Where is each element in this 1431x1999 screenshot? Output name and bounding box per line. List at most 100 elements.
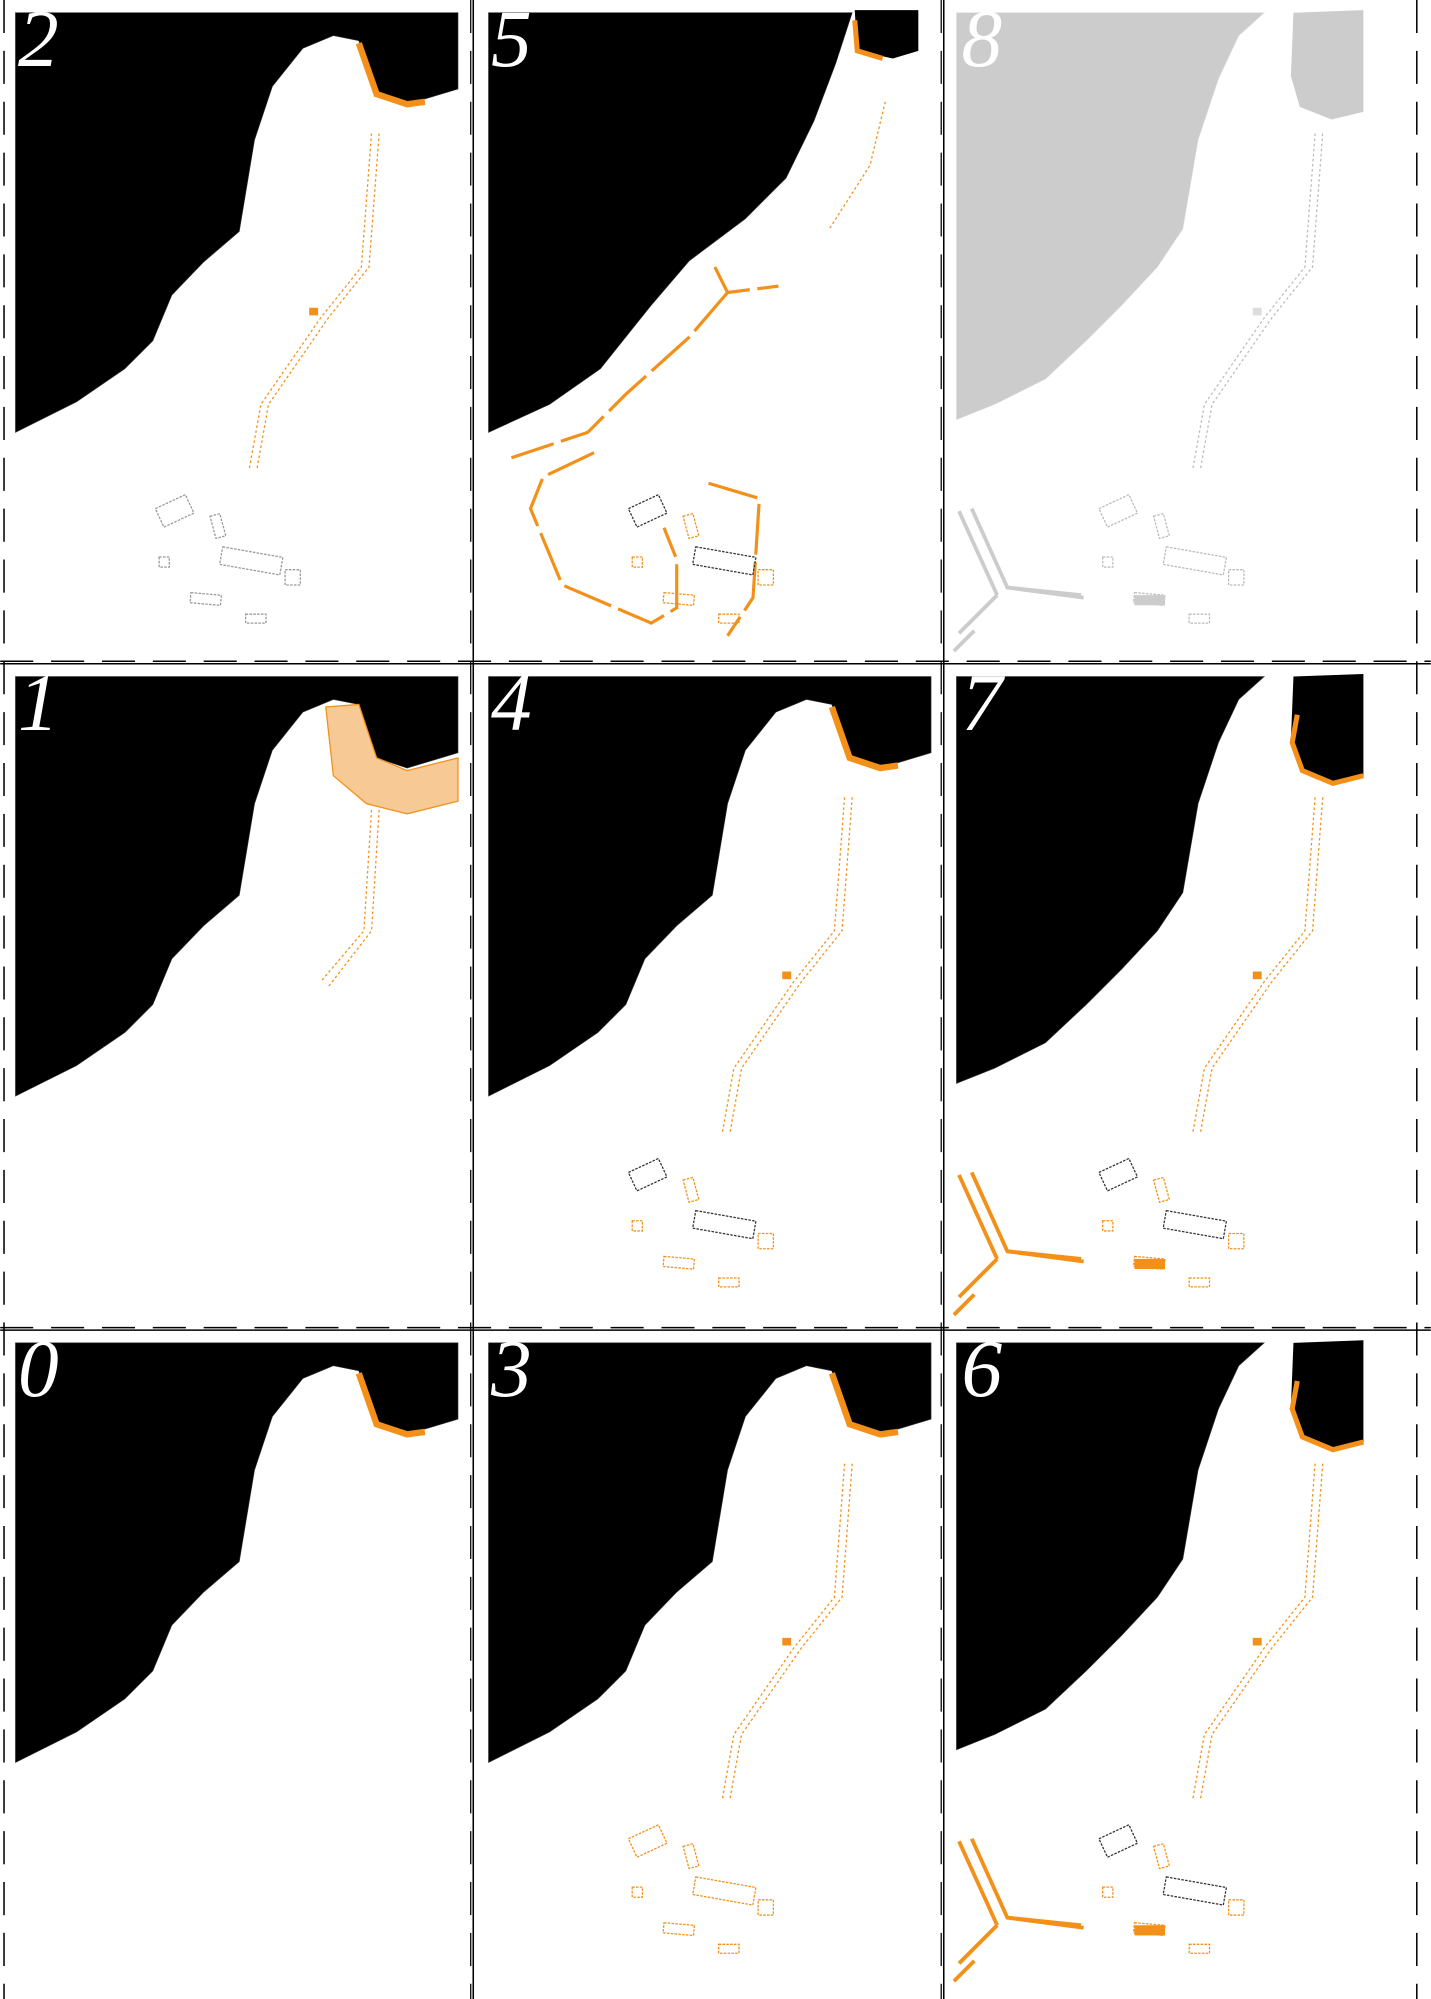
structure (1252, 1637, 1262, 1646)
access-road (957, 510, 999, 596)
building (691, 546, 757, 576)
building (1152, 512, 1171, 540)
building (682, 512, 700, 540)
cliff (956, 1342, 1266, 1751)
cliff-tip (1290, 10, 1364, 120)
building (631, 556, 644, 568)
cliff (488, 676, 932, 1097)
cliff (488, 12, 853, 433)
panel: 2 (15, 0, 459, 624)
panel-number: 2 (18, 0, 59, 84)
shore-edge (828, 705, 899, 772)
building (757, 569, 774, 586)
road (729, 1463, 853, 1799)
building (682, 1842, 700, 1870)
building (1227, 569, 1245, 586)
panel-number: 3 (490, 1323, 532, 1414)
access-road (969, 507, 1084, 600)
panel: 6 (952, 1323, 1365, 1983)
road (1200, 797, 1324, 1132)
building (218, 546, 284, 576)
building (1162, 546, 1228, 576)
panel: 0 (15, 1323, 459, 1763)
panel: 3 (488, 1323, 932, 1954)
panel-number: 1 (18, 657, 59, 748)
building (662, 591, 696, 607)
access-road (952, 629, 976, 653)
access-road (952, 1293, 976, 1317)
cliff (956, 676, 1266, 1084)
access-road (1007, 1915, 1082, 1928)
shore-edge (1289, 1380, 1365, 1453)
access-road (1007, 1249, 1082, 1261)
shore-edge (1289, 714, 1365, 786)
hatched-zone (325, 703, 459, 815)
building (1098, 493, 1139, 528)
building (718, 613, 740, 624)
structure (782, 1637, 792, 1646)
building (1098, 1823, 1139, 1859)
building (682, 1176, 700, 1203)
panel-number: 0 (18, 1323, 59, 1414)
cliff-tip (854, 10, 919, 59)
building (627, 493, 668, 528)
access-road (957, 593, 999, 635)
building (1152, 1842, 1171, 1870)
panel: 5 (488, 0, 919, 637)
building (627, 1157, 668, 1192)
building (627, 1823, 668, 1859)
panel: 7 (952, 657, 1365, 1317)
building (1227, 1899, 1245, 1916)
cliff (15, 12, 459, 433)
building (1102, 1886, 1114, 1898)
access-road (1007, 585, 1082, 598)
panel-number: 7 (962, 657, 1006, 748)
road (828, 101, 886, 230)
road (729, 797, 853, 1132)
building (631, 1886, 644, 1898)
panel: 8 (952, 0, 1364, 653)
road (248, 133, 373, 469)
road-segment (708, 481, 762, 637)
road (327, 809, 380, 988)
building (209, 512, 227, 540)
access-road (952, 1959, 976, 1983)
building (158, 556, 170, 568)
building (631, 1220, 644, 1232)
access-road (957, 1257, 999, 1299)
panel-number: 5 (491, 0, 532, 84)
road (320, 809, 373, 983)
building (718, 1943, 740, 1954)
road (1192, 1463, 1316, 1799)
building (718, 1277, 740, 1288)
road (1200, 133, 1324, 469)
road (721, 797, 846, 1132)
building (244, 613, 267, 624)
access-road (957, 1840, 999, 1927)
road-segment (510, 291, 729, 460)
panel-number: 6 (962, 1323, 1003, 1414)
access-road (957, 1923, 999, 1965)
building (1162, 1876, 1228, 1906)
shore-edge (355, 42, 426, 108)
panel: 4 (488, 657, 932, 1288)
shore-edge (828, 1372, 899, 1438)
panel-number: 8 (962, 0, 1003, 84)
building (154, 493, 195, 528)
road (256, 133, 380, 469)
panel-number: 4 (491, 657, 532, 748)
cliff (15, 676, 459, 1097)
building (691, 1209, 757, 1240)
access-road (969, 1837, 1084, 1930)
access-road (969, 1171, 1084, 1264)
building (757, 1899, 774, 1916)
structure (782, 971, 792, 980)
building (1152, 1176, 1171, 1203)
building (189, 591, 223, 607)
building (1188, 613, 1211, 624)
building (662, 1922, 696, 1937)
building (1227, 1232, 1245, 1250)
building (757, 1232, 774, 1250)
building (1188, 1277, 1211, 1288)
